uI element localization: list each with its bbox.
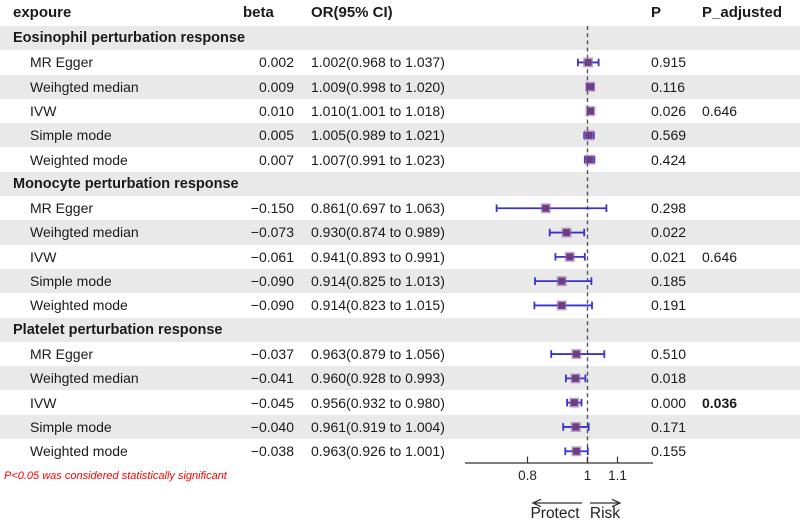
table-row: IVW −0.061 0.941(0.893 to 0.991) 0.021 0.646 [0,245,800,269]
or-ci-value: 1.010(1.001 to 1.018) [311,102,445,119]
table-row: MR Egger 0.002 1.002(0.968 to 1.037) 0.915 [0,50,800,74]
method-label: Weighted mode [30,151,128,168]
p-value: 0.000 [651,394,687,411]
beta-value: 0.005 [258,127,294,144]
axis-tick-label: 0.8 [518,468,537,483]
or-ci-value: 0.861(0.697 to 1.063) [311,200,445,217]
or-ci-value: 1.005(0.989 to 1.021) [311,127,445,144]
beta-value: −0.037 [250,345,294,362]
table-row: Weihgted median −0.041 0.960(0.928 to 0.99… [0,366,800,391]
protect-label: Protect [530,505,580,522]
p-value: 0.510 [651,345,687,362]
or-ci-value: 0.960(0.928 to 0.993) [311,370,445,387]
table-header: expoure beta OR(95% CI) P P_adjusted [0,0,800,26]
beta-value: 0.002 [258,54,294,71]
table-row: Simple mode 0.005 1.005(0.989 to 1.021) 0.5… [0,123,800,148]
group-header-row: Monocyte perturbation response [0,171,800,197]
method-label: IVW [30,248,57,265]
p-adjusted-value: 0.646 [702,102,738,119]
significance-footnote: P<0.05 was considered statistically sign… [4,470,227,482]
method-label: Weihgted median [30,224,139,241]
p-value: 0.026 [651,102,687,119]
column-header-or-ci: OR(95% CI) [311,4,393,21]
beta-value: −0.061 [250,248,294,265]
beta-value: 0.010 [258,102,294,119]
p-value: 0.021 [651,248,687,265]
beta-value: 0.009 [258,78,294,95]
method-label: Weihgted median [30,370,139,387]
p-value: 0.915 [651,54,687,71]
or-ci-value: 0.941(0.893 to 0.991) [311,248,445,265]
p-value: 0.155 [651,443,687,460]
p-adjusted-value: 0.036 [702,394,738,411]
column-header-exposure: expoure [13,4,72,21]
table-row: MR Egger −0.150 0.861(0.697 to 1.063) 0.298 [0,196,800,220]
method-label: Weihgted median [30,78,139,95]
risk-arrowhead [611,498,622,508]
table-row: IVW 0.010 1.010(1.001 to 1.018) 0.026 0.646 [0,99,800,123]
method-label: Weighted mode [30,297,128,314]
column-header-p: P [651,4,662,21]
beta-value: −0.073 [250,224,294,241]
table-row: Simple mode −0.040 0.961(0.919 to 1.004) 0.… [0,414,800,440]
table-row: Weighted mode −0.090 0.914(0.823 to 1.015)… [0,293,800,317]
or-ci-value: 1.002(0.968 to 1.037) [311,54,445,71]
beta-value: −0.150 [250,200,294,217]
or-ci-value: 0.914(0.825 to 1.013) [311,273,445,289]
table-row: Weighted mode 0.007 1.007(0.991 to 1.023) 0… [0,148,800,172]
risk-label: Risk [590,505,620,522]
protect-arrowhead [531,498,542,508]
group-label: Monocyte perturbation response [13,175,239,192]
method-label: Simple mode [30,418,112,435]
p-value: 0.298 [651,200,687,217]
method-label: MR Egger [30,345,94,362]
table-row: IVW −0.045 0.956(0.932 to 0.980) 0.000 0.036 [0,391,800,415]
beta-value: −0.090 [250,297,294,314]
axis-tick-label: 1 [584,468,592,483]
beta-value: −0.090 [250,273,294,289]
beta-value: 0.007 [258,151,294,168]
p-value: 0.185 [651,273,687,289]
or-ci-value: 1.007(0.991 to 1.023) [311,151,445,168]
method-label: IVW [30,102,57,119]
or-ci-value: 0.961(0.919 to 1.004) [311,418,445,435]
beta-value: −0.040 [250,418,294,435]
method-label: Simple mode [30,273,112,289]
beta-value: −0.038 [250,443,294,460]
beta-value: −0.045 [250,394,294,411]
or-ci-value: 0.914(0.823 to 1.015) [311,297,445,314]
p-value: 0.018 [651,370,687,387]
method-label: IVW [30,394,57,411]
p-value: 0.424 [651,151,687,168]
method-label: MR Egger [30,200,94,217]
beta-value: −0.041 [250,370,294,387]
or-ci-value: 0.963(0.926 to 1.001) [311,443,445,460]
group-header-row: Eosinophil perturbation response [0,26,800,51]
method-label: Simple mode [30,127,112,144]
table-row: Weighted mode −0.038 0.963(0.926 to 1.001)… [0,439,800,463]
group-header-row: Platelet perturbation response [0,317,800,342]
column-header-p-adjusted: P_adjusted [702,4,783,21]
or-ci-value: 0.963(0.879 to 1.056) [311,345,445,362]
p-value: 0.191 [651,297,687,314]
method-label: MR Egger [30,54,94,71]
column-header-beta: beta [243,4,274,21]
or-ci-value: 0.930(0.874 to 0.989) [311,224,445,241]
axis-tick-label: 1.1 [608,468,627,483]
table-row: Weihgted median −0.073 0.930(0.874 to 0.98… [0,220,800,245]
table-row: MR Egger −0.037 0.963(0.879 to 1.056) 0.510 [0,342,800,366]
method-label: Weighted mode [30,443,128,460]
p-value: 0.022 [651,224,687,241]
group-label: Platelet perturbation response [13,321,223,338]
or-ci-value: 1.009(0.998 to 1.020) [311,78,445,95]
p-value: 0.116 [651,78,685,95]
p-value: 0.171 [651,418,687,435]
p-adjusted-value: 0.646 [702,248,738,265]
group-label: Eosinophil perturbation response [13,30,246,46]
table-row: Simple mode −0.090 0.914(0.825 to 1.013) 0.… [0,269,800,294]
table-row: Weihgted median 0.009 1.009(0.998 to 1.020… [0,74,800,99]
or-ci-value: 0.956(0.932 to 0.980) [311,394,445,411]
p-value: 0.569 [651,127,687,144]
